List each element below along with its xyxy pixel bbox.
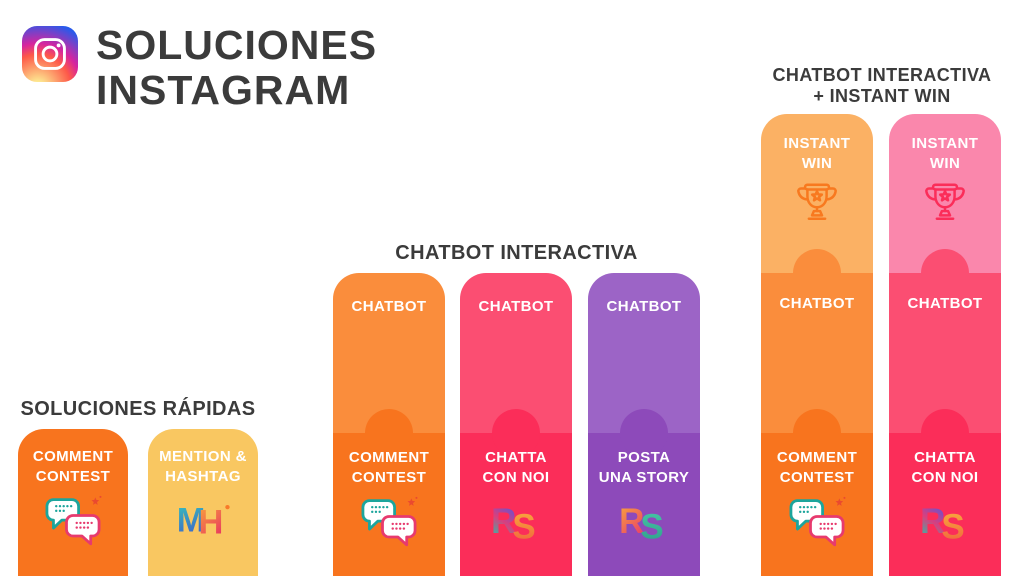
card-chatbot-posta-una-story: CHATBOT POSTA UNA STORY R S <box>588 273 700 576</box>
card-mention-hashtag: MENTION & HASHTAG M H <box>148 429 258 576</box>
connector-bump <box>365 409 413 457</box>
segment-label-chatbot: CHATBOT <box>606 298 682 315</box>
card-chatbot-comment-contest: CHATBOT COMMENT CONTEST <box>333 273 445 576</box>
group-title-soluciones-rapidas: SOLUCIONES RÁPIDAS <box>20 398 256 420</box>
connector-bump <box>620 409 668 457</box>
connector-bump <box>921 249 969 297</box>
connector-bump <box>793 409 841 457</box>
svg-text:H: H <box>198 503 223 539</box>
card-label: CHATTA CON NOI <box>482 449 550 486</box>
instagram-icon <box>22 26 78 82</box>
svg-text:R: R <box>619 502 644 541</box>
card-instantwin-comment-contest: INSTANT WIN CHATBOT COMMENT CONTES <box>761 114 873 576</box>
segment-label-instant-win: INSTANT WIN <box>911 135 979 172</box>
connector-bump <box>921 409 969 457</box>
svg-text:S: S <box>640 507 663 544</box>
svg-text:S: S <box>512 507 535 544</box>
mention-hashtag-logo: M H <box>174 497 232 539</box>
connector-bump <box>492 409 540 457</box>
comment-contest-logo <box>786 496 848 550</box>
card-label: POSTA UNA STORY <box>598 449 690 486</box>
page-title: SOLUCIONES INSTAGRAM <box>96 22 378 113</box>
rs-logo-alt: R S <box>617 498 671 544</box>
card-label: COMMENT CONTEST <box>776 449 858 486</box>
card-label: COMMENT CONTEST <box>32 448 114 485</box>
group-title-chatbot-interactiva: CHATBOT INTERACTIVA <box>395 242 638 264</box>
rs-logo: R S <box>918 498 972 544</box>
segment-label-chatbot: CHATBOT <box>478 298 554 315</box>
segment-label-instant-win: INSTANT WIN <box>783 135 851 172</box>
comment-contest-logo <box>358 496 420 550</box>
comment-contest-logo <box>42 495 104 549</box>
trophy-icon <box>922 178 968 224</box>
group-title-chatbot-instant-win: CHATBOT INTERACTIVA + INSTANT WIN <box>772 65 992 106</box>
card-label: MENTION & HASHTAG <box>159 448 247 485</box>
trophy-icon <box>794 178 840 224</box>
segment-label-chatbot: CHATBOT <box>351 298 427 315</box>
segment-label-chatbot: CHATBOT <box>907 295 983 312</box>
segment-label-chatbot: CHATBOT <box>779 295 855 312</box>
rs-logo: R S <box>489 498 543 544</box>
connector-bump <box>793 249 841 297</box>
card-label: CHATTA CON NOI <box>911 449 979 486</box>
card-instantwin-chatta-con-noi: INSTANT WIN CHATBOT CHATTA CON NOI <box>889 114 1001 576</box>
svg-text:R: R <box>920 502 945 541</box>
card-chatbot-chatta-con-noi: CHATBOT CHATTA CON NOI R S <box>460 273 572 576</box>
card-comment-contest-rapidas: COMMENT CONTEST <box>18 429 128 576</box>
svg-text:S: S <box>941 507 964 544</box>
card-label: COMMENT CONTEST <box>348 449 430 486</box>
svg-text:M: M <box>177 502 206 539</box>
svg-text:R: R <box>491 502 516 541</box>
